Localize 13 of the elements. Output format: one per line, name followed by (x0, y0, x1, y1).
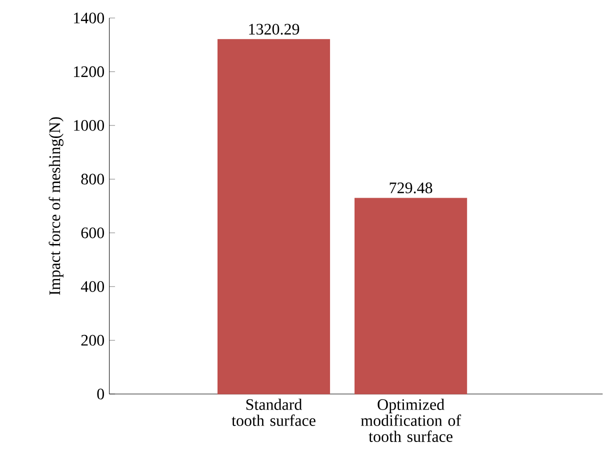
y-tick-label: 400 (80, 281, 104, 292)
y-tick-label: 800 (81, 174, 104, 185)
y-tick-label: 200 (81, 334, 104, 346)
x-tick-label: Standard tooth surface (232, 398, 316, 426)
y-tick-label: 1000 (74, 120, 104, 131)
data-label: 1320.29 (249, 24, 300, 35)
y-tick-label: 600 (81, 227, 104, 238)
y-axis-title: Impact force of meshing(N) (48, 117, 64, 295)
data-label: 729.48 (390, 182, 432, 194)
y-tick-label: 1200 (74, 66, 104, 78)
y-tick-label: 0 (97, 388, 104, 400)
x-tick-label: Optimized modification of tooth surface (360, 398, 462, 442)
y-tick-label: 1400 (74, 12, 104, 24)
